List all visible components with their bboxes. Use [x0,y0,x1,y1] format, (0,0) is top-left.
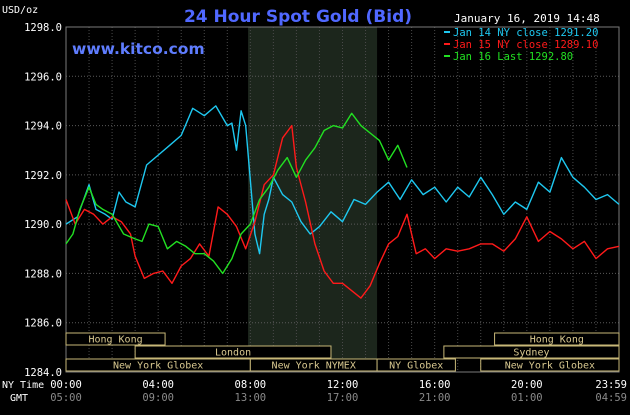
x-tick-label-ny: 12:00 [327,379,359,391]
y-tick-label: 1284.0 [24,367,62,379]
x-tick-label-gmt: 01:00 [511,392,543,404]
x-tick-label-gmt: 13:00 [235,392,267,404]
legend-entry: Jan 16 Last 1292.80 [453,51,573,63]
x-tick-label-ny: 08:00 [235,379,267,391]
session-label: NY Globex [389,361,443,372]
price-series [65,105,620,299]
timestamp: January 16, 2019 14:48 [454,12,600,25]
y-tick-label: 1290.0 [24,219,62,231]
x-tick-label-ny: 04:00 [142,379,174,391]
session-bar [443,345,620,359]
session-bar [65,332,166,346]
x-tick-label-gmt: 04:59 [595,392,627,404]
x-tick-label-ny: 00:00 [50,379,82,391]
session-label: Sydney [513,348,549,359]
ny-time-row-label: NY Time [2,380,44,391]
trading-hours-highlight [248,27,378,372]
series-line-1 [65,124,620,299]
y-axis: 1298.0 1296.0 1294.0 1292.0 1290.0 1288.0 1286… [24,22,62,379]
session-label: New York Globex [113,361,203,372]
x-tick-label-gmt: 05:00 [50,392,82,404]
site-label[interactable]: www.kitco.com [72,40,205,58]
gmt-row-label: GMT [10,393,28,404]
legend-entry: Jan 15 NY close 1289.10 [453,39,598,51]
y-tick-label: 1298.0 [24,22,62,34]
chart-title: 24 Hour Spot Gold (Bid) [184,7,412,27]
x-tick-label-gmt: 09:00 [142,392,174,404]
series-line-2 [65,112,408,275]
y-tick-label: 1286.0 [24,318,62,330]
session-bar [480,358,620,372]
y-tick-label: 1294.0 [24,121,62,133]
x-tick-label-ny: 16:00 [419,379,451,391]
series-line-0 [65,105,620,255]
x-tick-label-gmt: 17:00 [327,392,359,404]
y-tick-label: 1296.0 [24,71,62,83]
y-tick-label: 1288.0 [24,268,62,280]
unit-label: USD/oz [2,5,38,16]
x-tick-label-gmt: 21:00 [419,392,451,404]
session-label: Hong Kong [88,335,142,346]
session-label: New York Globex [505,361,595,372]
session-label: Hong Kong [530,335,584,346]
session-label: London [215,348,251,359]
x-tick-label-ny: 23:59 [595,379,627,391]
session-bar [134,345,332,359]
session-label: New York NYMEX [272,361,356,372]
legend-entry: Jan 14 NY close 1291.20 [453,27,598,39]
y-tick-label: 1292.0 [24,170,62,182]
x-tick-label-ny: 20:00 [511,379,543,391]
session-bar [376,358,456,372]
trading-sessions: Hong Kong Hong Kong London Sydney New York G… [65,332,620,372]
session-bar [494,332,620,346]
